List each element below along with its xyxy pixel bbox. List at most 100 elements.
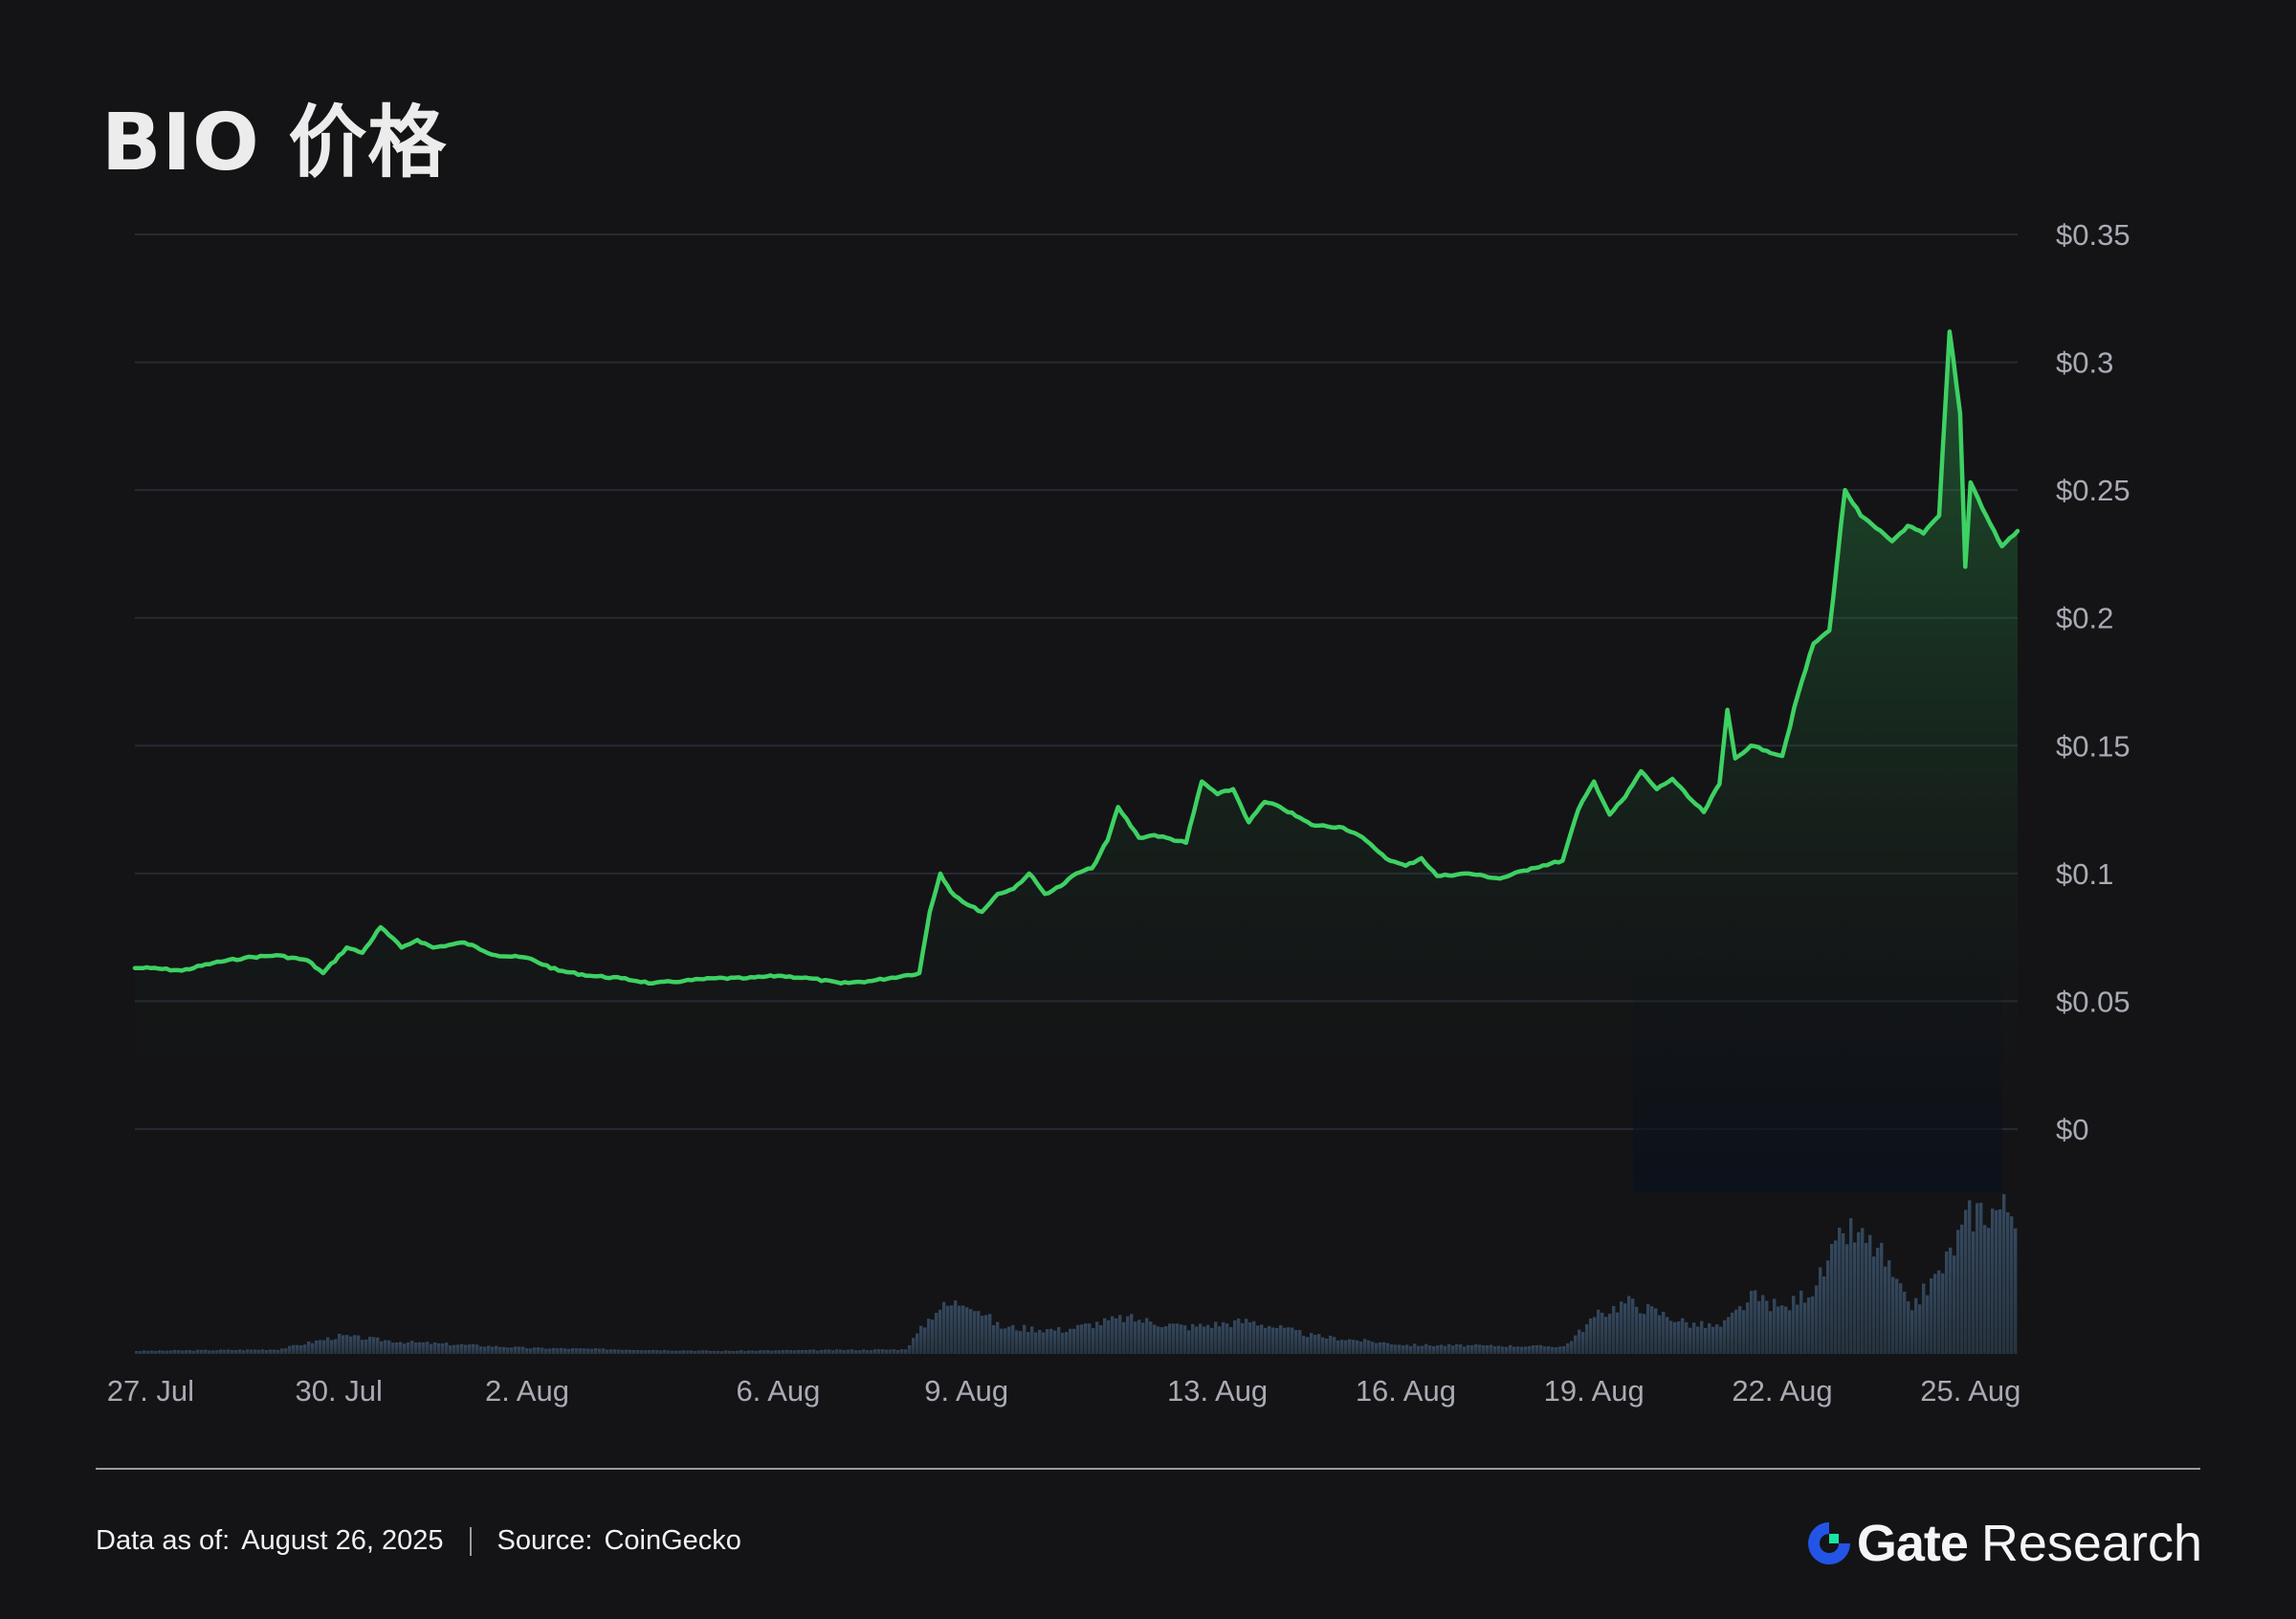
volume-bar	[1034, 1332, 1038, 1354]
volume-bar	[250, 1349, 254, 1354]
volume-bar	[866, 1350, 870, 1354]
volume-bar	[751, 1350, 755, 1354]
volume-bar	[717, 1350, 720, 1354]
volume-bar	[1719, 1326, 1723, 1354]
volume-bar	[697, 1350, 701, 1354]
volume-bar	[1799, 1290, 1803, 1354]
volume-bar	[812, 1349, 816, 1354]
volume-bar	[181, 1350, 185, 1354]
volume-bar	[296, 1344, 299, 1354]
volume-bar	[139, 1351, 143, 1354]
volume-bar	[766, 1350, 770, 1354]
gate-logo-icon	[1807, 1522, 1850, 1564]
x-tick-label: 9. Aug	[924, 1374, 1008, 1408]
volume-bar	[1593, 1317, 1597, 1354]
volume-bar	[1382, 1342, 1386, 1354]
volume-bar	[1658, 1315, 1662, 1354]
volume-bar	[1761, 1295, 1765, 1354]
volume-bar	[219, 1349, 223, 1354]
volume-bar	[1264, 1327, 1268, 1354]
volume-bar	[192, 1350, 196, 1354]
volume-bar	[755, 1350, 759, 1354]
volume-bar	[399, 1342, 403, 1354]
volume-bar	[1834, 1240, 1838, 1354]
volume-bar	[1317, 1334, 1321, 1354]
volume-bar	[315, 1340, 319, 1354]
volume-bar	[1398, 1344, 1402, 1354]
footer-meta: Data as of: August 26, 2025 Source: Coin…	[96, 1525, 741, 1557]
volume-bar	[1298, 1330, 1302, 1354]
volume-bar	[1352, 1340, 1356, 1354]
volume-bar	[1153, 1324, 1157, 1354]
volume-bar	[284, 1348, 288, 1354]
volume-bar	[1574, 1335, 1578, 1354]
volume-bar	[1765, 1300, 1769, 1354]
volume-bar	[621, 1349, 625, 1354]
volume-bar	[774, 1350, 778, 1354]
volume-bar	[1876, 1248, 1880, 1354]
volume-bar	[1015, 1330, 1019, 1354]
volume-bar	[514, 1346, 518, 1354]
volume-bar	[919, 1325, 923, 1354]
volume-bar	[1000, 1328, 1004, 1354]
volume-bar	[1681, 1318, 1685, 1354]
volume-bar	[942, 1301, 946, 1354]
volume-bar	[1069, 1328, 1072, 1354]
volume-bar	[1715, 1324, 1719, 1354]
volume-bar	[996, 1321, 1000, 1354]
volume-bar	[563, 1348, 567, 1354]
volume-bar	[1214, 1321, 1218, 1354]
volume-bar	[682, 1350, 686, 1354]
volume-bar	[1137, 1320, 1141, 1354]
volume-bar	[1601, 1312, 1604, 1354]
volume-bar	[1210, 1327, 1214, 1354]
volume-bar	[1501, 1346, 1505, 1354]
volume-bar	[1585, 1323, 1589, 1354]
volume-bar	[1168, 1323, 1172, 1354]
volume-bar	[1126, 1316, 1130, 1354]
volume-bar	[472, 1343, 475, 1354]
volume-bar	[579, 1348, 583, 1354]
volume-bar	[1796, 1304, 1799, 1354]
volume-bar	[1417, 1345, 1421, 1354]
volume-bar	[1937, 1270, 1941, 1354]
volume-bar	[1830, 1244, 1834, 1354]
volume-bar	[1998, 1209, 2002, 1354]
volume-bar	[1666, 1317, 1669, 1354]
volume-bar	[575, 1348, 579, 1354]
volume-bar	[364, 1340, 368, 1354]
volume-bar	[1271, 1327, 1275, 1354]
volume-bar	[1558, 1346, 1562, 1354]
volume-bar	[1910, 1310, 1914, 1354]
volume-bar	[893, 1349, 896, 1354]
volume-bar	[1819, 1267, 1822, 1354]
volume-bar	[1673, 1321, 1677, 1354]
volume-bar	[387, 1340, 391, 1354]
volume-bar	[835, 1349, 839, 1354]
volume-bar	[460, 1343, 464, 1354]
volume-bar	[759, 1350, 762, 1354]
volume-bar	[1348, 1339, 1352, 1354]
volume-bar	[1547, 1346, 1551, 1354]
volume-bar	[651, 1349, 655, 1354]
volume-bar	[598, 1348, 602, 1354]
volume-bar	[338, 1333, 342, 1354]
volume-bar	[246, 1349, 250, 1354]
volume-bar	[426, 1342, 430, 1354]
volume-bar	[1363, 1339, 1367, 1354]
volume-bar	[686, 1350, 690, 1354]
volume-bar	[525, 1348, 529, 1354]
volume-bar	[307, 1341, 311, 1354]
volume-bar	[1004, 1328, 1007, 1354]
volume-bar	[801, 1349, 805, 1354]
volume-bar	[1191, 1323, 1195, 1354]
volume-bar	[1822, 1275, 1826, 1354]
volume-bar	[617, 1349, 621, 1354]
volume-bar	[196, 1349, 200, 1354]
volume-bar	[552, 1347, 556, 1354]
volume-bar	[1769, 1311, 1773, 1354]
volume-bar	[529, 1348, 533, 1354]
volume-bar	[877, 1349, 881, 1354]
volume-bar	[1639, 1313, 1643, 1354]
volume-bar	[303, 1344, 307, 1354]
